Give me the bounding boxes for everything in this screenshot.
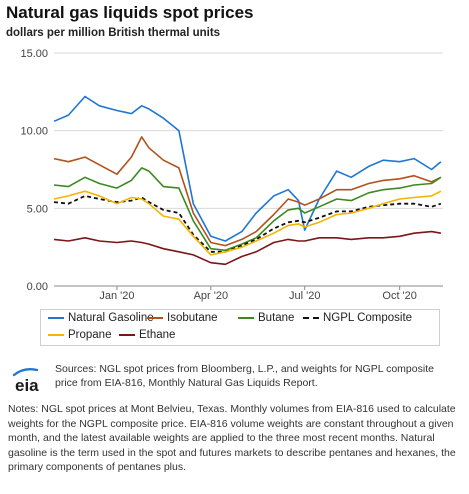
legend-item-butane: Butane	[238, 312, 294, 324]
notes-text: Notes: NGL spot prices at Mont Belvieu, …	[8, 403, 456, 473]
x-tick-label: Apr '20	[194, 290, 229, 302]
legend-item-propane: Propane	[48, 329, 111, 341]
chart-subtitle: dollars per million British thermal unit…	[6, 27, 221, 39]
sources-note: Sources: NGL spot prices from Bloomberg,…	[55, 363, 434, 389]
legend-swatch	[238, 317, 254, 319]
legend-item-ngpl-composite: NGPL Composite	[303, 312, 412, 324]
legend-label: Propane	[68, 329, 112, 341]
series-line-ethane	[53, 230, 442, 266]
legend-label: Isobutane	[167, 312, 218, 324]
series-line-natural-gasoline	[53, 95, 442, 242]
series-line-isobutane	[53, 136, 442, 247]
svg-text:eia: eia	[15, 376, 39, 394]
chart-title: Natural gas liquids spot prices	[6, 3, 254, 22]
legend-label: Natural Gasoline	[68, 312, 154, 324]
line-chart: 15.00 10.00 5.00 0.00 Jan '20 Apr '20 Jul '20 O…	[20, 48, 443, 302]
legend-item-isobutane: Isobutane	[147, 312, 218, 324]
legend-item-ethane: Ethane	[119, 329, 175, 341]
legend-label: NGPL Composite	[323, 312, 413, 324]
y-tick-label: 5.00	[27, 203, 48, 215]
y-tick-label: 10.00	[20, 126, 48, 138]
x-tick-label: Jan '20	[99, 290, 134, 302]
legend-swatch	[48, 317, 64, 319]
x-tick-label: Oct '20	[382, 290, 417, 302]
chart-legend: Natural Gasoline Isobutane Butane NGPL Comp…	[40, 309, 440, 346]
legend-swatch	[147, 317, 163, 319]
x-tick-label: Jul '20	[289, 290, 320, 302]
legend-label: Ethane	[139, 329, 176, 341]
series-line-propane	[53, 190, 442, 256]
legend-label: Butane	[258, 312, 295, 324]
legend-swatch	[303, 317, 319, 319]
y-tick-label: 0.00	[27, 281, 48, 293]
y-tick-label: 15.00	[20, 48, 48, 60]
series-line-butane	[53, 167, 442, 252]
legend-item-natural-gasoline: Natural Gasoline	[48, 312, 154, 324]
legend-swatch	[48, 334, 64, 336]
eia-logo-icon: eia	[12, 367, 39, 394]
legend-swatch	[119, 334, 135, 336]
